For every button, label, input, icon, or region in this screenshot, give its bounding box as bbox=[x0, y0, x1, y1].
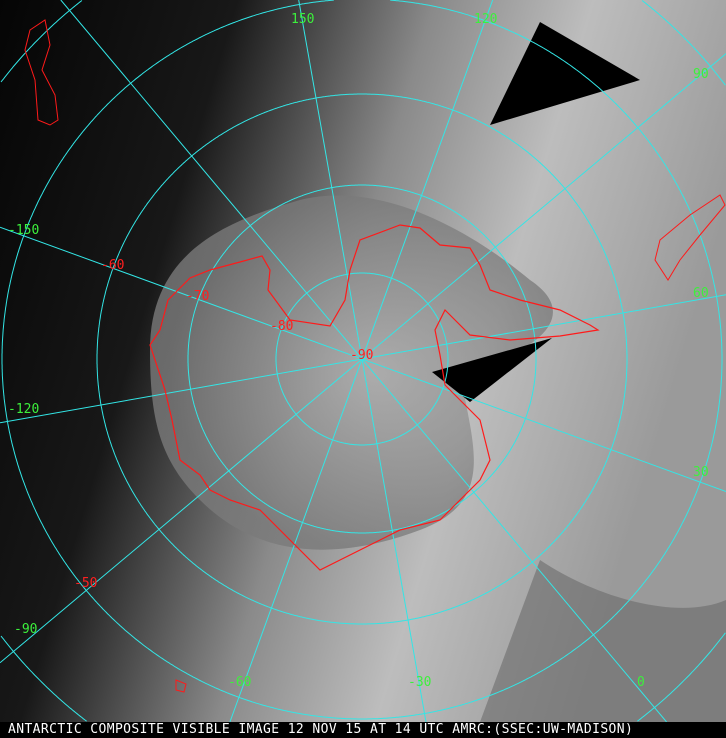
lon-label: -90 bbox=[14, 622, 38, 637]
latitude-circle bbox=[0, 0, 726, 722]
meridian-line bbox=[0, 53, 726, 664]
lon-label: -60 bbox=[228, 675, 252, 690]
new-zealand-coastline bbox=[24, 19, 59, 126]
lon-label: -30 bbox=[408, 675, 432, 690]
latitude-circle bbox=[96, 93, 628, 625]
lon-label: 90 bbox=[693, 67, 709, 82]
latitude-circle bbox=[275, 272, 449, 446]
cloud-region bbox=[480, 560, 726, 722]
lon-label: 60 bbox=[693, 286, 709, 301]
ice-sheet bbox=[150, 195, 553, 550]
lon-label: 0 bbox=[637, 675, 645, 690]
meridian-line bbox=[0, 226, 726, 492]
latitude-circle bbox=[187, 184, 537, 534]
lat-label: -60 bbox=[101, 258, 125, 273]
lat-label: -70 bbox=[186, 289, 210, 304]
lat-label: -50 bbox=[74, 576, 98, 591]
meridian-line bbox=[229, 0, 494, 722]
lon-label: -150 bbox=[8, 223, 40, 238]
lat-label: -80 bbox=[270, 319, 294, 334]
latitude-circle bbox=[1, 0, 723, 720]
meridian-line bbox=[60, 0, 667, 722]
lon-label: -120 bbox=[8, 402, 40, 417]
data-gap-wedge bbox=[490, 22, 640, 125]
data-gap-wedge bbox=[432, 338, 552, 402]
lat-label: -90 bbox=[350, 348, 374, 363]
meridian-line bbox=[298, 0, 427, 722]
lon-label: 120 bbox=[474, 12, 498, 27]
image-caption: ANTARCTIC COMPOSITE VISIBLE IMAGE 12 NOV… bbox=[0, 722, 726, 738]
lon-label: 150 bbox=[291, 12, 315, 27]
lon-label: 30 bbox=[693, 465, 709, 480]
map-canvas bbox=[0, 0, 726, 722]
africa-coastline bbox=[654, 194, 726, 281]
meridian-line bbox=[0, 294, 726, 424]
antarctica-coastline bbox=[149, 224, 600, 571]
graticule bbox=[0, 0, 726, 722]
island-coastline bbox=[175, 679, 187, 693]
